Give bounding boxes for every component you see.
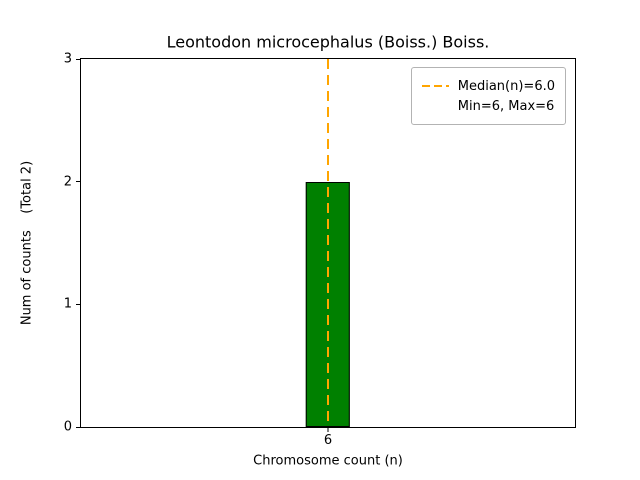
chart-title: Leontodon microcephalus (Boiss.) Boiss. bbox=[166, 32, 490, 52]
legend: Median(n)=6.0 Min=6, Max=6 bbox=[410, 67, 566, 125]
y-tick-label: 2 bbox=[63, 174, 72, 190]
x-tick-mark bbox=[327, 428, 329, 432]
x-tick-label: 6 bbox=[323, 433, 333, 448]
legend-minmax-label: Min=6, Max=6 bbox=[457, 98, 555, 114]
x-axis-label: Chromosome count (n) bbox=[253, 453, 403, 469]
y-tick-label: 3 bbox=[63, 51, 72, 67]
legend-entry-minmax: Min=6, Max=6 bbox=[422, 96, 555, 116]
y-tick-mark bbox=[76, 426, 80, 428]
y-tick-label: 0 bbox=[63, 419, 72, 435]
y-tick-mark bbox=[76, 303, 80, 305]
median-line bbox=[327, 59, 329, 427]
y-axis-label: Num of counts (Total 2) bbox=[19, 160, 35, 326]
y-tick-mark bbox=[76, 58, 80, 60]
plot-area: Median(n)=6.0 Min=6, Max=6 0 1 2 3 6 bbox=[64, 53, 576, 447]
legend-entry-median: Median(n)=6.0 bbox=[421, 76, 555, 96]
y-tick-label: 1 bbox=[63, 296, 72, 312]
y-tick-mark bbox=[76, 181, 80, 183]
legend-median-label: Median(n)=6.0 bbox=[457, 78, 555, 94]
median-line-swatch-icon bbox=[421, 85, 449, 87]
legend-spacer bbox=[422, 105, 449, 107]
